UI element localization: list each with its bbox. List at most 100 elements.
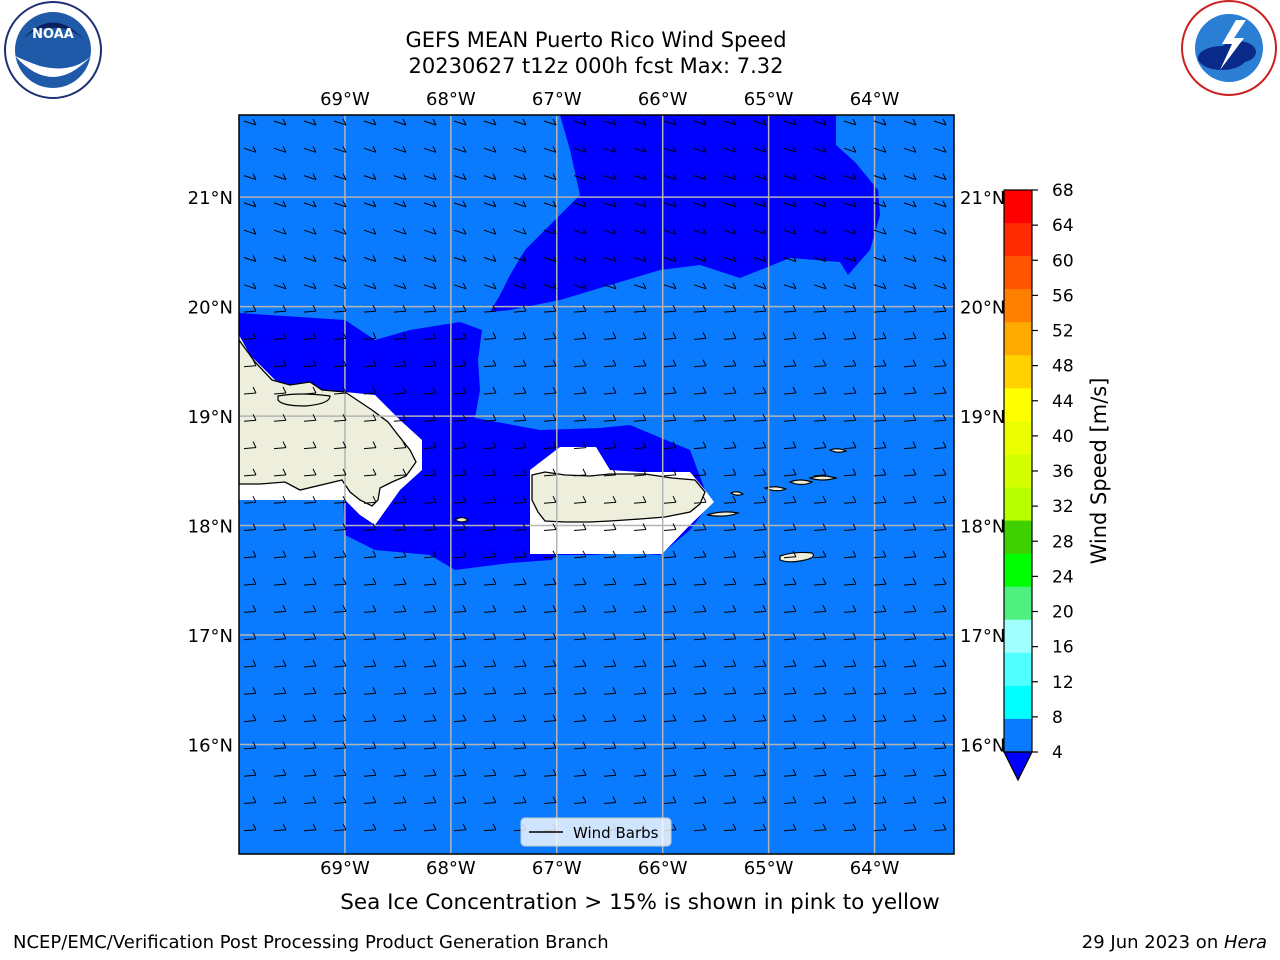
wind-barb-flag [582, 659, 587, 667]
wind-barb-shaft [873, 337, 887, 340]
wind-barb-shaft [273, 284, 287, 290]
wind-barb-flag [432, 118, 437, 126]
wind-barb-flag [792, 441, 797, 448]
wind-barb-flag [672, 605, 677, 612]
wind-barb-flag [792, 768, 797, 776]
wind-barb-shaft [423, 583, 437, 586]
wind-barb-flag [912, 282, 917, 290]
wind-barb-shaft [723, 392, 737, 395]
wind-barb-flag [582, 386, 587, 394]
wind-barb-shaft [843, 447, 857, 450]
wind-barb-shaft [483, 175, 497, 181]
wind-barb-shaft [423, 284, 437, 290]
wind-barb-flag [852, 741, 857, 749]
wind-barb-flag [282, 282, 287, 290]
wind-barb-shaft [903, 529, 917, 531]
wind-barb-shaft [873, 556, 887, 559]
wind-barb-shaft [933, 284, 947, 290]
wind-barb-shaft [693, 638, 707, 641]
wind-barb-flag [312, 173, 317, 180]
wind-barb-shaft [453, 257, 467, 262]
wind-barb-shaft [363, 638, 377, 641]
wind-barb-flag [402, 414, 407, 421]
wind-barb-flag [702, 632, 707, 639]
wind-barb-flag [282, 523, 287, 530]
wind-barb-shaft [333, 638, 347, 641]
wind-barb-shaft [273, 720, 287, 723]
wind-barb-flag [942, 796, 947, 803]
wind-barb-flag [492, 605, 497, 612]
wind-barb-shaft [483, 447, 497, 450]
wind-barb-shaft [573, 747, 587, 750]
wind-barb-flag [822, 768, 827, 776]
wind-barb-shaft [303, 556, 317, 559]
wind-barb-shaft [423, 337, 437, 340]
wind-barb-flag [402, 796, 407, 803]
wind-barb-shaft [813, 774, 827, 777]
wind-barb-shaft [543, 202, 557, 208]
wind-barb-flag [702, 495, 707, 503]
wind-barb-shaft [663, 284, 677, 290]
wind-barb-shaft [303, 501, 317, 504]
wind-barb-shaft [513, 610, 527, 613]
wind-barb-shaft [303, 175, 317, 181]
wind-barb-flag [432, 768, 437, 776]
wind-barb-shaft [573, 447, 587, 450]
colorbar-segment [1004, 553, 1032, 588]
wind-barb-shaft [783, 829, 797, 832]
wind-barb-flag [942, 741, 947, 749]
wind-barb-shaft [933, 474, 947, 477]
wind-barb-flag [612, 768, 617, 776]
colorbar-segment [1004, 520, 1032, 555]
wind-barb-flag [252, 227, 257, 235]
wind-barb-flag [672, 468, 677, 476]
wind-barb-flag [252, 146, 257, 153]
wind-barb-shaft [933, 583, 947, 586]
wind-barb-flag [582, 255, 587, 262]
wind-barb-shaft [723, 501, 737, 504]
wind-barb-shaft [813, 365, 827, 368]
wind-barb-flag [912, 523, 917, 530]
wind-barb-flag [312, 550, 317, 558]
wind-barb-shaft [663, 392, 677, 395]
wind-barb-shaft [303, 419, 317, 422]
island [763, 486, 788, 492]
wind-barb-shaft [393, 257, 407, 262]
wind-barb-flag [342, 796, 347, 803]
wind-barb-flag [342, 741, 347, 749]
wind-barb-flag [402, 441, 407, 448]
wind-barb-shaft [933, 665, 947, 668]
wind-barb-flag [822, 441, 827, 448]
wind-barb-shaft [273, 392, 287, 395]
wind-barb-shaft [543, 229, 557, 235]
sea-ice-caption: Sea Ice Concentration > 15% is shown in … [340, 890, 940, 915]
wind-barb-shaft [603, 774, 617, 777]
wind-barb-shaft [873, 774, 887, 777]
wind-barb-shaft [633, 447, 647, 450]
wind-barb-flag [732, 495, 737, 503]
wind-barb-flag [672, 200, 677, 208]
wind-barb-flag [552, 741, 557, 749]
wind-barb-shaft [393, 202, 407, 208]
wind-barb-shaft [873, 474, 887, 477]
wind-barb-flag [612, 255, 617, 262]
wind-barb-shaft [393, 365, 407, 368]
wind-barb-flag [552, 200, 557, 208]
wind-barb-shaft [363, 120, 377, 126]
wind-barb-flag [912, 414, 917, 421]
noaa-logo-icon: NOAA [4, 1, 102, 99]
wind-barb-flag [882, 227, 887, 235]
wind-barb-flag [762, 255, 767, 262]
wind-barb-shaft [483, 556, 497, 559]
wind-barb-shaft [783, 337, 797, 340]
wind-barb-flag [432, 173, 437, 180]
island [453, 516, 470, 523]
wind-barb-shaft [603, 802, 617, 804]
wind-barb-shaft [513, 802, 527, 804]
wind-barb-flag [402, 173, 407, 180]
wind-barb-flag [642, 550, 647, 558]
wind-barb-flag [282, 414, 287, 421]
wind-barb-shaft [393, 392, 407, 395]
wind-barb-flag [822, 146, 827, 153]
wind-barb-shaft [273, 147, 287, 153]
